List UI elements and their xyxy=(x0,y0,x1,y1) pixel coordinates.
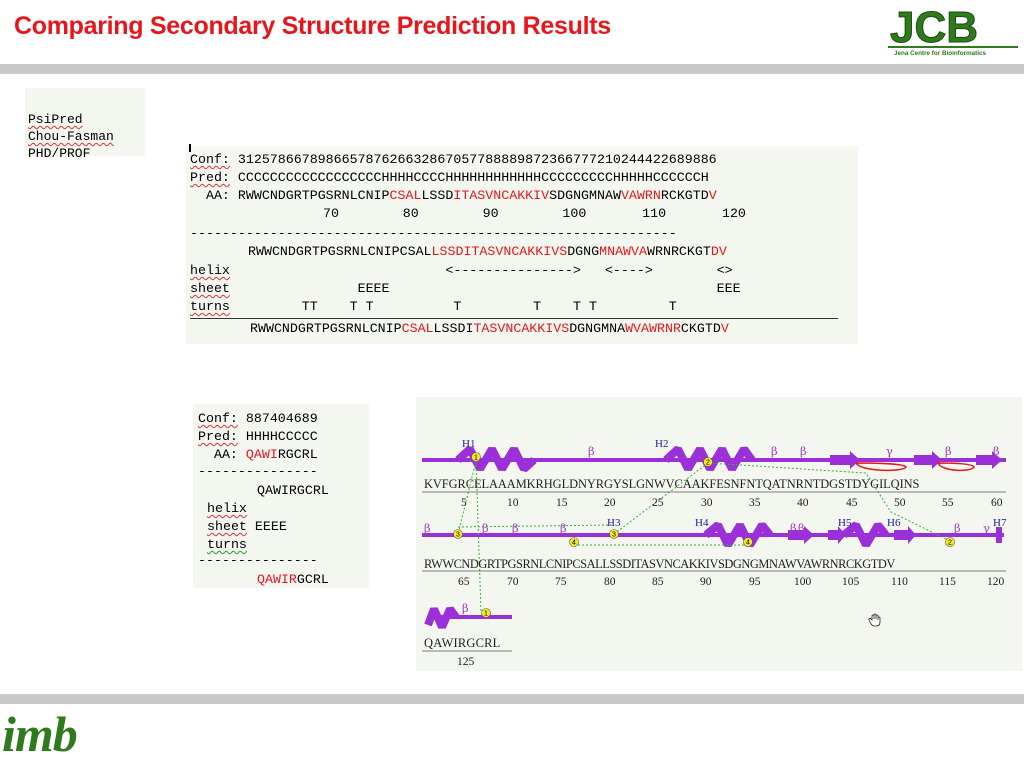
logo-subtitle: Jena Centre for Bioinformatics xyxy=(894,50,987,57)
turns-values: TT T T T T T T T xyxy=(269,299,677,314)
beta-mark: β xyxy=(954,521,961,535)
gamma-mark: γ xyxy=(886,444,893,458)
beta-mark: β xyxy=(790,521,797,535)
legend-psipred: PsiPred xyxy=(28,112,83,127)
tail-divider-1: --------------- xyxy=(198,464,318,479)
helix-label-h2: H2 xyxy=(655,438,669,450)
svg-text:2: 2 xyxy=(948,540,952,547)
strand-1 xyxy=(830,451,860,469)
beta-mark: β xyxy=(798,521,805,535)
tail-aa-row: AA: QAWIRGCRL xyxy=(213,447,318,462)
tail-conf-row: Conf: 887404689 xyxy=(198,411,318,426)
helix-label-h4: H4 xyxy=(695,517,709,529)
sheet-values: EEEE EEE xyxy=(269,281,741,296)
row3-tick: 125 xyxy=(457,656,475,668)
beta-mark: β xyxy=(800,444,807,458)
pdbsum-row3-seq: QAWIRGCRL xyxy=(424,636,501,650)
beta-mark: β xyxy=(993,444,1000,458)
aa-label: AA: xyxy=(205,188,230,203)
beta-mark: β xyxy=(945,444,952,458)
sheet-label: sheet xyxy=(190,281,230,296)
beta-mark: β xyxy=(771,444,778,458)
link-circles: 1 2 3 4 3 4 2 1 xyxy=(453,452,955,618)
helix-label-h6: H6 xyxy=(887,517,901,529)
svg-text:2: 2 xyxy=(706,460,710,467)
helix-h6 xyxy=(841,521,890,548)
residue-numbers: 70 80 90 100 110 120 xyxy=(323,206,746,221)
helix-label: helix xyxy=(190,263,230,278)
conf-values: 3125786678986657876266328670577888898723… xyxy=(237,152,717,167)
svg-text:3: 3 xyxy=(456,532,460,539)
gamma-mark: γ xyxy=(983,521,990,535)
conf-label: Conf: xyxy=(190,152,230,167)
tail-seq-row: QAWIRGCRL xyxy=(257,483,329,498)
svg-text:1: 1 xyxy=(474,455,478,462)
legend-phd-prof: PHD/PROF xyxy=(28,146,91,161)
choufasman-seq-row: RWWCNDGRTPGSRNLCNIPCSALLSSDITASVNCAKKIVS… xyxy=(248,244,727,259)
beta-mark: β xyxy=(462,601,469,615)
strand-2 xyxy=(914,451,942,469)
beta-mark: β xyxy=(512,521,519,535)
wiring-diagram: 1 2 3 4 3 4 2 1 xyxy=(422,446,1006,652)
comparison-panel-main xyxy=(186,146,858,344)
strand-6 xyxy=(894,526,916,544)
pred-values: CCCCCCCCCCCCCCCCCCHHHHCCCCHHHHHHHHHHHHCC… xyxy=(237,170,709,185)
helix-values: <---------------> <----> <> xyxy=(269,263,733,278)
phd-seq-row: RWWCNDGRTPGSRNLCNIPCSALLSSDITASVNCAKKIVS… xyxy=(250,321,729,336)
legend-box: PsiPred Chou-Fasman PHD/PROF xyxy=(25,88,145,161)
helix-h4 xyxy=(703,521,774,548)
tail-sheet-row: sheet EEEE xyxy=(207,519,287,534)
helix-row3 xyxy=(424,606,460,629)
psipred-aa-row: AA: RWWCNDGRTPGSRNLCNIPCSALLSSDITASVNCAK… xyxy=(205,188,717,203)
pdbsum-row2-seq: RWWCNDGRTPGSRNLCNIPCSALLSSDITASVNCAKKIVS… xyxy=(424,557,895,571)
svg-text:3: 3 xyxy=(612,532,616,539)
pdbsum-row1-seq: KVFGRCELAAAMKRHGLDNYRGYSLGNWVCAAKFESNFNT… xyxy=(424,477,920,491)
helix-label-h3: H3 xyxy=(607,517,621,529)
svg-text:4: 4 xyxy=(746,540,750,547)
helix-row: helix <---------------> <----> <> xyxy=(190,262,733,280)
turns-row: turns TT T T T T T T T xyxy=(190,298,677,316)
strand-4 xyxy=(788,526,814,544)
jcb-logo: JCB Jena Centre for Bioinformatics xyxy=(888,2,1018,58)
tail-pred-row: Pred: HHHHCCCCC xyxy=(198,429,318,444)
legend-chou-fasman: Chou-Fasman xyxy=(28,129,114,144)
helix-h1 xyxy=(455,446,537,472)
hairpin-2 xyxy=(937,462,975,472)
comparison-panel-tail xyxy=(193,404,369,588)
psipred-conf-row: Conf: 3125786678986657876266328670577888… xyxy=(190,151,717,169)
tail-phd-row: QAWIRGCRL xyxy=(257,572,329,587)
beta-mark: β xyxy=(482,521,489,535)
psipred-pred-row: Pred: CCCCCCCCCCCCCCCCCCHHHHCCCCHHHHHHHH… xyxy=(190,169,709,187)
helix-label-h1: H1 xyxy=(462,438,476,450)
helix-h7-stub xyxy=(996,527,1002,543)
turns-label: turns xyxy=(190,299,230,314)
hairpin-1 xyxy=(855,462,907,472)
strand-3 xyxy=(976,451,1002,469)
footer-divider xyxy=(0,694,1024,704)
strand-5 xyxy=(828,526,846,544)
hand-cursor-icon xyxy=(868,613,881,627)
helix-label-h7: H7 xyxy=(993,517,1007,529)
disulphide-links xyxy=(457,460,951,613)
svg-text:1: 1 xyxy=(484,611,488,618)
beta-mark: β xyxy=(424,521,431,535)
beta-mark: β xyxy=(588,444,595,458)
beta-mark: β xyxy=(560,521,567,535)
imb-logo: imb xyxy=(2,706,78,762)
sheet-row: sheet EEEE EEE xyxy=(190,280,741,298)
helix-h2 xyxy=(663,446,756,472)
tail-turns-row: turns xyxy=(207,537,247,552)
page-title: Comparing Secondary Structure Prediction… xyxy=(14,12,611,40)
tail-helix-row: helix xyxy=(207,501,247,516)
header-divider xyxy=(0,64,1024,74)
svg-text:4: 4 xyxy=(572,540,576,547)
logo-letters: JCB xyxy=(890,3,978,52)
panel1-divider: ----------------------------------------… xyxy=(190,226,677,241)
text-cursor xyxy=(189,144,191,152)
tail-divider-2: --------------- xyxy=(198,553,318,568)
panel1-rule xyxy=(190,318,838,319)
helix-label-h5: H5 xyxy=(838,517,852,529)
pred-label: Pred: xyxy=(190,170,230,185)
